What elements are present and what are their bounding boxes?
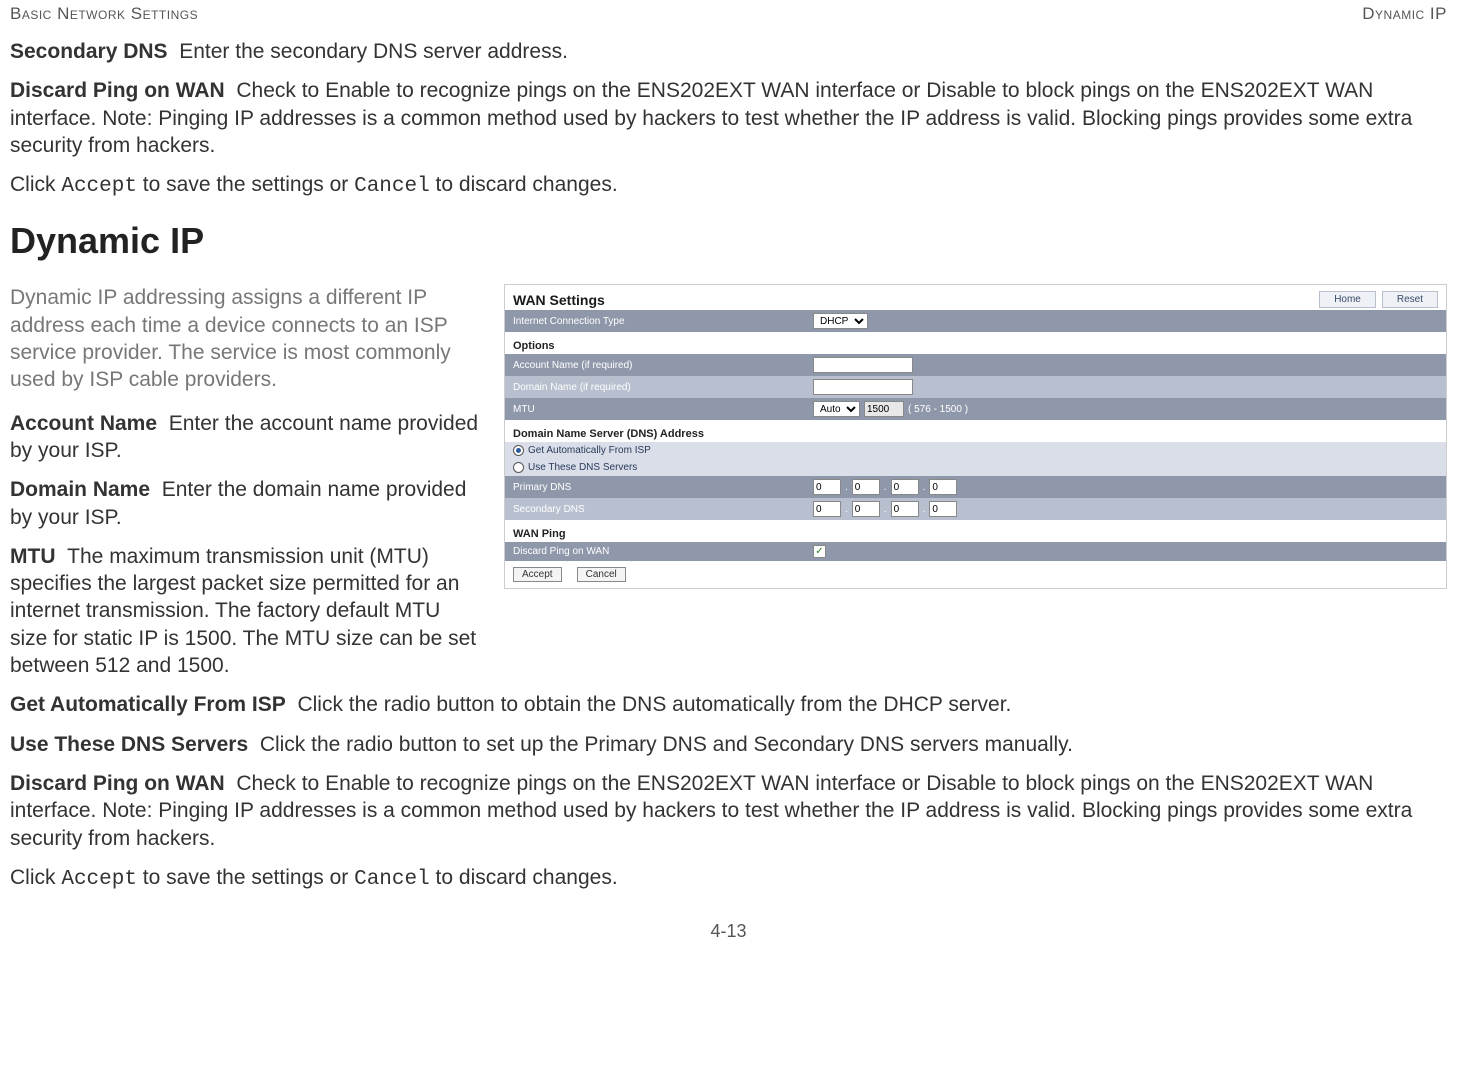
connection-type-select[interactable]: DHCP <box>813 313 868 329</box>
header-right: Dynamic IP <box>1362 4 1447 24</box>
def-term: Discard Ping on WAN <box>10 772 225 795</box>
row-discard-ping: Discard Ping on WAN ✓ <box>505 542 1446 561</box>
def-desc: The maximum transmission unit (MTU) spec… <box>10 545 476 677</box>
page-running-header: Basic Network Settings Dynamic IP <box>10 0 1447 38</box>
row-secondary-dns: Secondary DNS . . . <box>505 498 1446 520</box>
label-discard-ping: Discard Ping on WAN <box>513 546 813 557</box>
dns-header: Domain Name Server (DNS) Address <box>505 420 1446 442</box>
def-term: Secondary DNS <box>10 40 168 63</box>
def-get-auto-isp: Get Automatically From ISP Click the rad… <box>10 691 1447 718</box>
def-account-name: Account Name Enter the account name prov… <box>10 410 480 465</box>
def-use-these-dns: Use These DNS Servers Click the radio bu… <box>10 731 1447 758</box>
def-secondary-dns: Secondary DNS Enter the secondary DNS se… <box>10 38 1447 65</box>
label-account-name: Account Name (if required) <box>513 360 813 371</box>
row-domain-name: Domain Name (if required) <box>505 376 1446 398</box>
click-accept-cancel-top: Click Accept to save the settings or Can… <box>10 171 1447 200</box>
label-primary-dns: Primary DNS <box>513 482 813 493</box>
def-desc: Click the radio button to set up the Pri… <box>260 733 1073 756</box>
secondary-dns-octet-1[interactable] <box>813 501 841 517</box>
def-domain-name: Domain Name Enter the domain name provid… <box>10 476 480 531</box>
primary-dns-octet-2[interactable] <box>852 479 880 495</box>
row-connection-type: Internet Connection Type DHCP <box>505 310 1446 332</box>
primary-dns-octet-4[interactable] <box>929 479 957 495</box>
section-title: Dynamic IP <box>10 220 1447 262</box>
primary-dns-octet-1[interactable] <box>813 479 841 495</box>
row-dns-manual[interactable]: Use These DNS Servers <box>505 459 1446 476</box>
reset-tab[interactable]: Reset <box>1382 291 1438 308</box>
row-account-name: Account Name (if required) <box>505 354 1446 376</box>
def-term: Discard Ping on WAN <box>10 79 225 102</box>
row-primary-dns: Primary DNS . . . <box>505 476 1446 498</box>
def-mtu: MTU The maximum transmission unit (MTU) … <box>10 543 480 679</box>
accept-button[interactable]: Accept <box>513 567 562 582</box>
secondary-dns-octet-2[interactable] <box>852 501 880 517</box>
def-discard-ping-top: Discard Ping on WAN Check to Enable to r… <box>10 77 1447 159</box>
discard-ping-checkbox[interactable]: ✓ <box>813 545 826 558</box>
wan-settings-panel: WAN Settings Home Reset Internet Connect… <box>504 284 1447 589</box>
mtu-range: ( 576 - 1500 ) <box>908 404 968 415</box>
def-discard-ping-bottom: Discard Ping on WAN Check to Enable to r… <box>10 770 1447 852</box>
account-name-input[interactable] <box>813 357 913 373</box>
def-term: Use These DNS Servers <box>10 733 248 756</box>
label-dns-manual: Use These DNS Servers <box>528 462 637 473</box>
def-desc: Enter the secondary DNS server address. <box>179 40 568 63</box>
secondary-dns-octet-3[interactable] <box>891 501 919 517</box>
secondary-dns-octet-4[interactable] <box>929 501 957 517</box>
label-secondary-dns: Secondary DNS <box>513 504 813 515</box>
click-accept-cancel-bottom: Click Accept to save the settings or Can… <box>10 864 1447 893</box>
label-domain-name: Domain Name (if required) <box>513 382 813 393</box>
wan-ping-header: WAN Ping <box>505 520 1446 542</box>
def-term: MTU <box>10 545 56 568</box>
options-header: Options <box>505 332 1446 354</box>
domain-name-input[interactable] <box>813 379 913 395</box>
accept-code: Accept <box>61 175 137 198</box>
panel-button-row: Accept Cancel <box>505 561 1446 588</box>
mtu-mode-select[interactable]: Auto <box>813 401 860 417</box>
def-term: Get Automatically From ISP <box>10 693 286 716</box>
def-desc: Click the radio button to obtain the DNS… <box>297 693 1011 716</box>
cancel-code: Cancel <box>354 868 430 891</box>
home-tab[interactable]: Home <box>1319 291 1376 308</box>
row-dns-auto[interactable]: Get Automatically From ISP <box>505 442 1446 459</box>
cancel-code: Cancel <box>354 175 430 198</box>
header-left: Basic Network Settings <box>10 4 198 24</box>
radio-dns-manual[interactable] <box>513 462 524 473</box>
cancel-button[interactable]: Cancel <box>577 567 626 582</box>
primary-dns-octet-3[interactable] <box>891 479 919 495</box>
label-connection-type: Internet Connection Type <box>513 316 813 327</box>
def-term: Domain Name <box>10 478 150 501</box>
row-mtu: MTU Auto ( 576 - 1500 ) <box>505 398 1446 420</box>
panel-title: WAN Settings <box>513 292 605 308</box>
accept-code: Accept <box>61 868 137 891</box>
label-mtu: MTU <box>513 404 813 415</box>
label-dns-auto: Get Automatically From ISP <box>528 445 651 456</box>
radio-dns-auto[interactable] <box>513 445 524 456</box>
mtu-value-input[interactable] <box>864 401 904 417</box>
def-term: Account Name <box>10 412 157 435</box>
page-number: 4-13 <box>10 921 1447 952</box>
section-intro: Dynamic IP addressing assigns a differen… <box>10 284 480 393</box>
